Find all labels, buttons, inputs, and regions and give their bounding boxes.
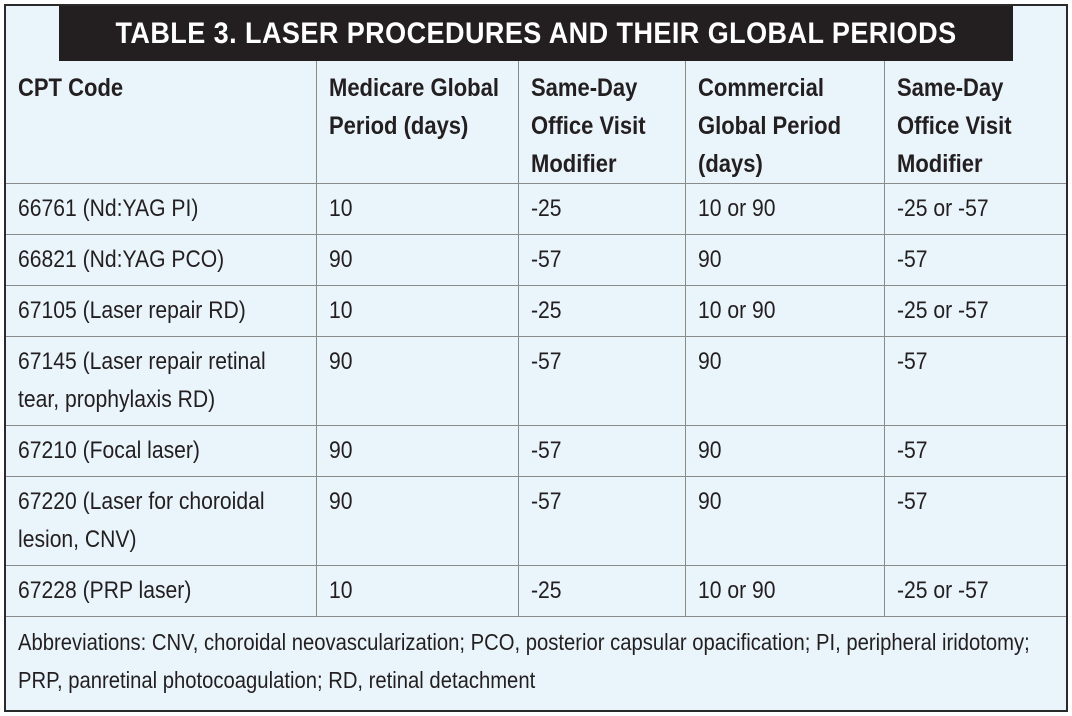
column-header-commercial-modifier: Same-Day Office Visit Modifier — [883, 61, 1066, 184]
column-header-commercial-global-period: Commercial Global Period (days) — [684, 61, 885, 184]
commercial-modifier-cell: -57 — [883, 234, 1066, 286]
commercial-modifier-cell: -57 — [883, 476, 1066, 566]
table-row: 67228 (PRP laser) 10 -25 10 or 90 -25 or… — [6, 565, 1066, 617]
table-row: 66761 (Nd:YAG PI) 10 -25 10 or 90 -25 or… — [6, 183, 1066, 235]
commercial-modifier-cell: -25 or -57 — [883, 183, 1066, 235]
commercial-period-cell: 90 — [684, 425, 885, 477]
medicare-period-cell: 90 — [315, 425, 519, 477]
cpt-code-cell: 67210 (Focal laser) — [6, 425, 317, 477]
footnote-row: Abbreviations: CNV, choroidal neovascula… — [6, 616, 1066, 699]
commercial-period-cell: 10 or 90 — [684, 183, 885, 235]
medicare-period-cell: 10 — [315, 285, 519, 337]
commercial-period-cell: 90 — [684, 476, 885, 566]
column-header-cpt-code: CPT Code — [6, 61, 317, 184]
commercial-period-cell: 90 — [684, 336, 885, 426]
cpt-code-cell: 67105 (Laser repair RD) — [6, 285, 317, 337]
medicare-modifier-cell: -25 — [517, 565, 686, 617]
commercial-period-cell: 10 or 90 — [684, 565, 885, 617]
table-row: 67220 (Laser for choroidal lesion, CNV) … — [6, 476, 1066, 566]
column-header-medicare-modifier: Same-Day Office Visit Modifier — [517, 61, 686, 184]
medicare-modifier-cell: -57 — [517, 234, 686, 286]
table-row: 67145 (Laser repair retinal tear, prophy… — [6, 336, 1066, 426]
global-periods-table: CPT Code Medicare Global Period (days) S… — [6, 61, 1066, 699]
cpt-code-cell: 67228 (PRP laser) — [6, 565, 317, 617]
cpt-code-cell: 66761 (Nd:YAG PI) — [6, 183, 317, 235]
commercial-period-cell: 10 or 90 — [684, 285, 885, 337]
table-row: 67105 (Laser repair RD) 10 -25 10 or 90 … — [6, 285, 1066, 337]
medicare-modifier-cell: -57 — [517, 336, 686, 426]
medicare-modifier-cell: -25 — [517, 183, 686, 235]
commercial-period-cell: 90 — [684, 234, 885, 286]
header-row: CPT Code Medicare Global Period (days) S… — [6, 61, 1066, 184]
medicare-modifier-cell: -57 — [517, 425, 686, 477]
cpt-code-cell: 67145 (Laser repair retinal tear, prophy… — [6, 336, 317, 426]
medicare-period-cell: 10 — [315, 565, 519, 617]
medicare-modifier-cell: -25 — [517, 285, 686, 337]
laser-procedures-table: TABLE 3. LASER PROCEDURES AND THEIR GLOB… — [4, 4, 1068, 712]
medicare-period-cell: 90 — [315, 336, 519, 426]
cpt-code-cell: 67220 (Laser for choroidal lesion, CNV) — [6, 476, 317, 566]
medicare-modifier-cell: -57 — [517, 476, 686, 566]
column-header-medicare-global-period: Medicare Global Period (days) — [315, 61, 519, 184]
medicare-period-cell: 90 — [315, 234, 519, 286]
medicare-period-cell: 90 — [315, 476, 519, 566]
commercial-modifier-cell: -25 or -57 — [883, 285, 1066, 337]
table-title: TABLE 3. LASER PROCEDURES AND THEIR GLOB… — [59, 6, 1013, 61]
medicare-period-cell: 10 — [315, 183, 519, 235]
table-row: 67210 (Focal laser) 90 -57 90 -57 — [6, 425, 1066, 477]
commercial-modifier-cell: -57 — [883, 336, 1066, 426]
commercial-modifier-cell: -57 — [883, 425, 1066, 477]
commercial-modifier-cell: -25 or -57 — [883, 565, 1066, 617]
abbreviations-footnote: Abbreviations: CNV, choroidal neovascula… — [6, 616, 1066, 699]
table-row: 66821 (Nd:YAG PCO) 90 -57 90 -57 — [6, 234, 1066, 286]
cpt-code-cell: 66821 (Nd:YAG PCO) — [6, 234, 317, 286]
